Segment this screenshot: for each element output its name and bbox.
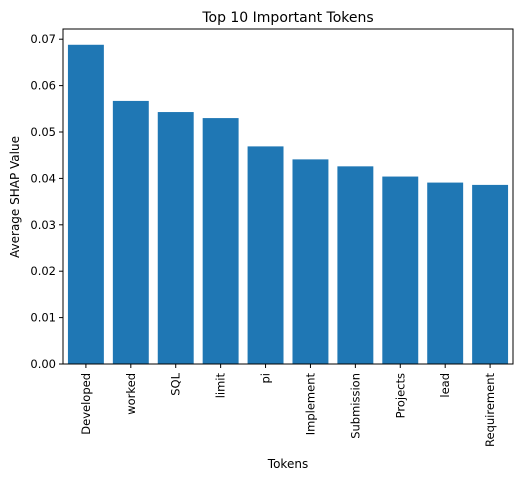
x-tick-label: limit: [214, 373, 228, 399]
plot-frame: [62, 28, 514, 365]
y-tick-label: 0.01: [30, 311, 56, 325]
bar-worked: [112, 100, 149, 365]
x-tick-label: Submission: [348, 373, 362, 439]
x-tick-label: worked: [124, 373, 138, 415]
y-tick-label: 0.06: [30, 79, 56, 93]
x-tick-label: pi: [259, 373, 273, 384]
bar-sql: [157, 112, 194, 364]
x-axis: Developed worked SQL limit pi Implement Submis…: [79, 364, 497, 447]
chart-title: Top 10 Important Tokens: [201, 10, 373, 26]
y-tick-label: 0.00: [30, 357, 56, 371]
bar-projects: [382, 176, 419, 364]
bar-limit: [202, 118, 239, 364]
bar-pi: [247, 146, 284, 364]
bar-developed: [67, 44, 104, 364]
bar-implement: [292, 159, 329, 364]
x-tick-label: Projects: [393, 373, 407, 418]
bars-group: [67, 44, 509, 365]
y-axis: 0.00 0.01 0.02 0.03 0.04 0.05 0.06 0.07: [30, 32, 63, 371]
x-tick-label: Implement: [303, 373, 317, 436]
y-tick-label: 0.07: [30, 32, 56, 46]
bar-requirement: [472, 184, 509, 364]
x-tick-label: SQL: [169, 372, 183, 395]
y-tick-label: 0.02: [30, 264, 56, 278]
x-tick-label: Developed: [79, 373, 93, 435]
x-axis-label: Tokens: [267, 457, 308, 471]
y-axis-label: Average SHAP Value: [8, 136, 22, 258]
x-tick-label: lead: [438, 373, 452, 398]
bar-submission: [337, 166, 374, 364]
y-tick-label: 0.03: [30, 218, 56, 232]
y-tick-label: 0.05: [30, 125, 56, 139]
x-tick-label: Requirement: [483, 373, 497, 447]
bar-lead: [427, 182, 464, 364]
y-tick-label: 0.04: [30, 171, 56, 185]
